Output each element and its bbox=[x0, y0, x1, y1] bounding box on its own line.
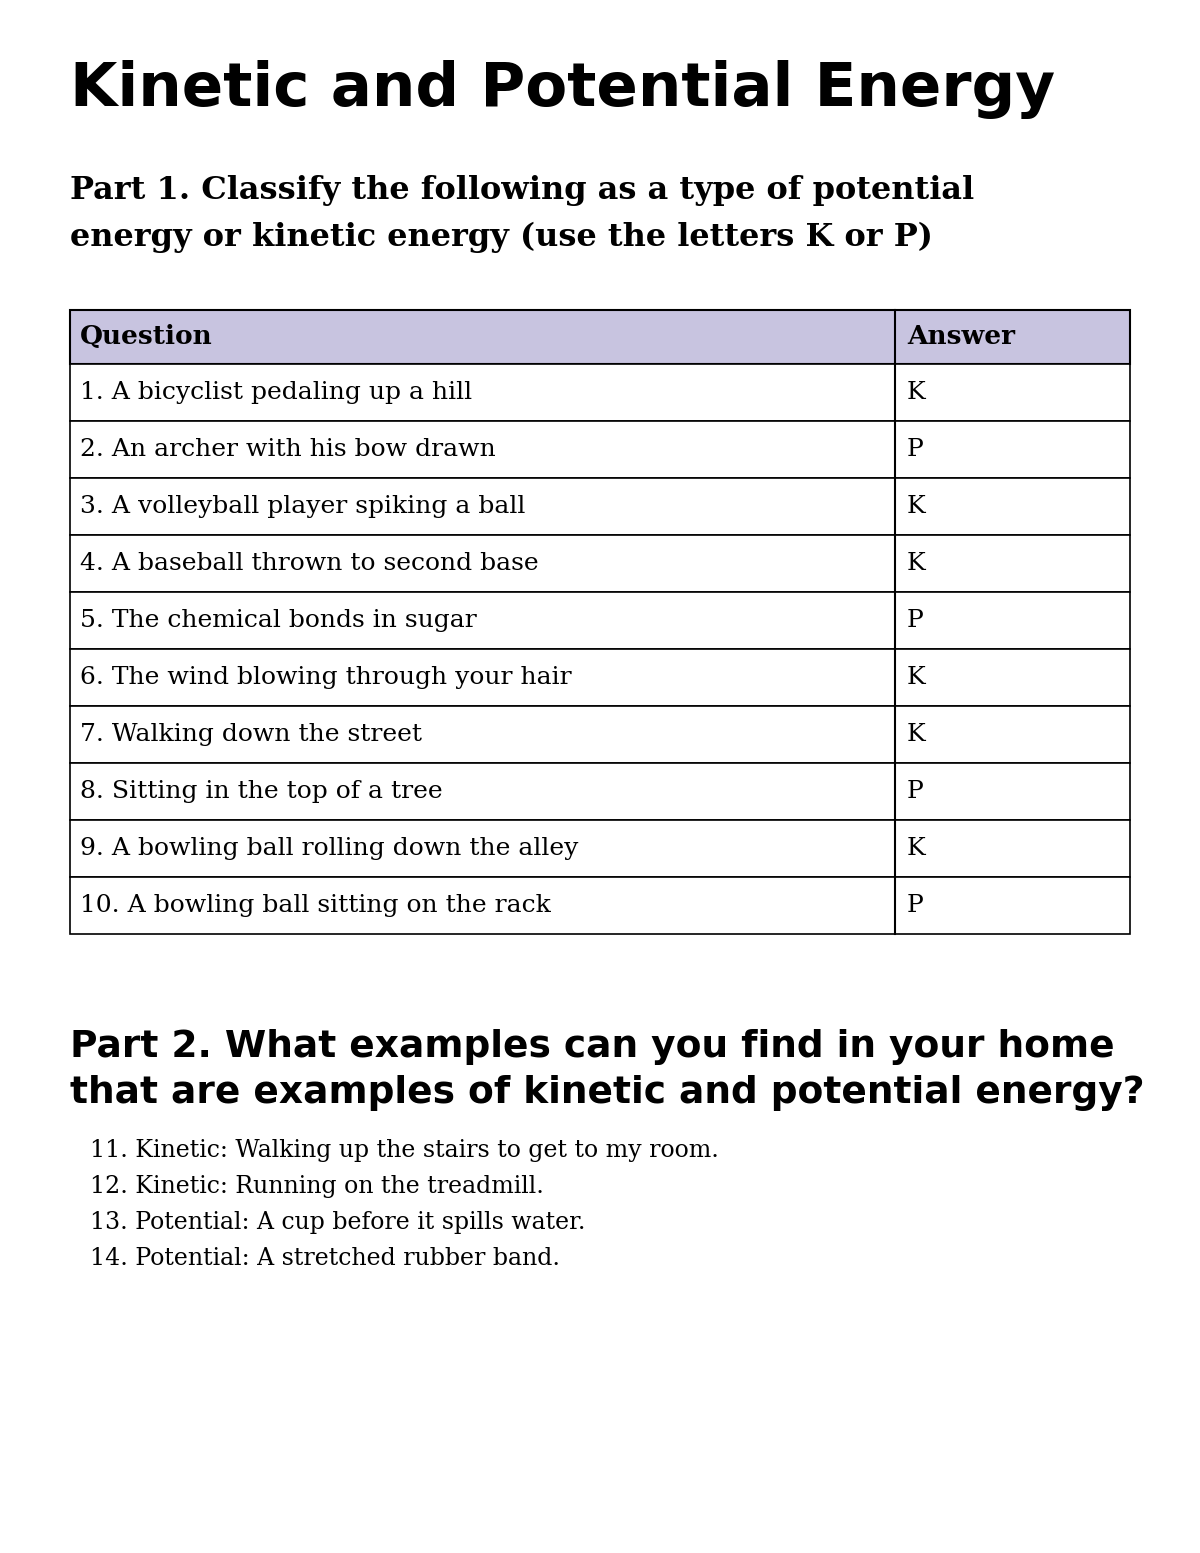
Text: Part 1. Classify the following as a type of potential: Part 1. Classify the following as a type… bbox=[70, 175, 974, 207]
Text: Answer: Answer bbox=[907, 325, 1015, 349]
Text: that are examples of kinetic and potential energy?: that are examples of kinetic and potenti… bbox=[70, 1075, 1145, 1110]
Text: K: K bbox=[907, 666, 925, 690]
Text: 10. A bowling ball sitting on the rack: 10. A bowling ball sitting on the rack bbox=[80, 895, 551, 916]
Bar bbox=[70, 534, 1130, 592]
Text: P: P bbox=[907, 609, 924, 632]
Text: 2. An archer with his bow drawn: 2. An archer with his bow drawn bbox=[80, 438, 496, 461]
Text: Question: Question bbox=[80, 325, 212, 349]
Text: 13. Potential: A cup before it spills water.: 13. Potential: A cup before it spills wa… bbox=[90, 1211, 586, 1235]
Bar bbox=[70, 363, 1130, 421]
Text: K: K bbox=[907, 495, 925, 519]
Bar bbox=[70, 592, 1130, 649]
Bar bbox=[70, 763, 1130, 820]
Text: 14. Potential: A stretched rubber band.: 14. Potential: A stretched rubber band. bbox=[90, 1247, 560, 1270]
Bar bbox=[70, 478, 1130, 534]
Text: 7. Walking down the street: 7. Walking down the street bbox=[80, 724, 422, 745]
Text: K: K bbox=[907, 551, 925, 575]
Text: P: P bbox=[907, 780, 924, 803]
Text: 6. The wind blowing through your hair: 6. The wind blowing through your hair bbox=[80, 666, 571, 690]
Text: 9. A bowling ball rolling down the alley: 9. A bowling ball rolling down the alley bbox=[80, 837, 578, 860]
Text: energy or kinetic energy (use the letters K or P): energy or kinetic energy (use the letter… bbox=[70, 222, 932, 253]
Text: K: K bbox=[907, 837, 925, 860]
Text: 5. The chemical bonds in sugar: 5. The chemical bonds in sugar bbox=[80, 609, 476, 632]
Text: K: K bbox=[907, 380, 925, 404]
Text: Kinetic and Potential Energy: Kinetic and Potential Energy bbox=[70, 61, 1055, 120]
Bar bbox=[70, 877, 1130, 933]
Text: Part 2. What examples can you find in your home: Part 2. What examples can you find in yo… bbox=[70, 1030, 1115, 1065]
Text: 1. A bicyclist pedaling up a hill: 1. A bicyclist pedaling up a hill bbox=[80, 380, 472, 404]
Bar bbox=[70, 820, 1130, 877]
Text: 11. Kinetic: Walking up the stairs to get to my room.: 11. Kinetic: Walking up the stairs to ge… bbox=[90, 1138, 719, 1162]
Text: 4. A baseball thrown to second base: 4. A baseball thrown to second base bbox=[80, 551, 539, 575]
Text: 12. Kinetic: Running on the treadmill.: 12. Kinetic: Running on the treadmill. bbox=[90, 1176, 544, 1197]
Bar bbox=[70, 707, 1130, 763]
Bar bbox=[70, 311, 1130, 363]
Text: P: P bbox=[907, 438, 924, 461]
Bar bbox=[70, 421, 1130, 478]
Bar bbox=[70, 649, 1130, 707]
Text: 8. Sitting in the top of a tree: 8. Sitting in the top of a tree bbox=[80, 780, 443, 803]
Text: K: K bbox=[907, 724, 925, 745]
Text: P: P bbox=[907, 895, 924, 916]
Text: 3. A volleyball player spiking a ball: 3. A volleyball player spiking a ball bbox=[80, 495, 526, 519]
